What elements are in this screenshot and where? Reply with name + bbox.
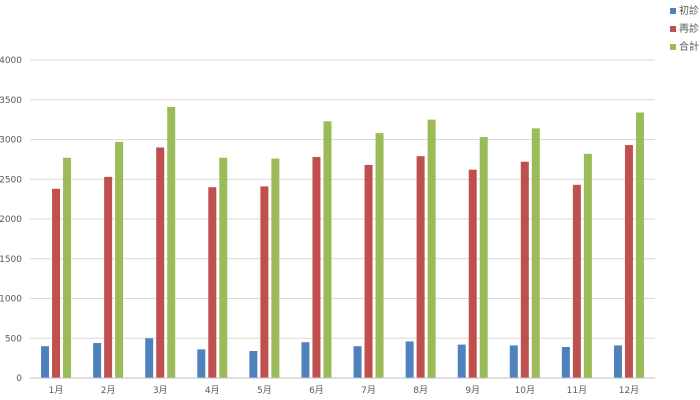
bar-3-9 [479,137,488,378]
bar-1-11 [561,346,570,378]
x-tick-label: 10月 [515,385,535,396]
y-tick-label: 500 [5,334,22,344]
bar-1-3 [145,338,154,378]
x-tick-label: 9月 [465,385,480,396]
legend-label: 合計 [679,40,699,53]
bar-2-4 [208,187,217,378]
y-tick-label: 2500 [0,175,22,185]
bar-2-3 [156,147,165,378]
y-tick-label: 3500 [0,96,22,106]
x-tick-label: 8月 [413,385,428,396]
y-tick-label: 4000 [0,56,22,66]
x-tick-label: 7月 [361,385,376,396]
bar-3-2 [115,141,124,378]
bar-3-8 [427,119,436,378]
bar-3-7 [375,133,384,378]
bar-3-11 [583,153,592,378]
x-tick-label: 2月 [101,385,116,396]
legend-swatch [670,26,676,32]
bar-3-5 [271,158,280,378]
bar-2-7 [364,164,373,378]
bar-2-8 [416,156,425,378]
y-tick-label: 1000 [0,295,22,305]
bar-2-6 [312,156,321,378]
bar-3-4 [219,157,228,378]
bar-1-4 [197,349,206,378]
x-tick-label: 6月 [309,385,324,396]
bar-3-6 [323,121,332,378]
bar-1-12 [613,345,622,378]
x-tick-label: 1月 [49,385,64,396]
bar-1-6 [301,342,310,378]
y-tick-label: 0 [16,374,22,384]
bar-1-9 [457,344,466,378]
legend-swatch [670,8,676,14]
bar-3-10 [531,128,540,378]
x-tick-label: 5月 [257,385,272,396]
bar-2-11 [572,184,581,378]
bar-2-1 [52,188,61,378]
bar-1-1 [41,346,50,378]
x-tick-label: 11月 [567,385,587,396]
x-tick-label: 12月 [619,385,639,396]
bars [41,106,644,378]
x-tick-label: 4月 [205,385,220,396]
legend-label: 再診 [679,22,699,35]
bar-3-12 [635,112,644,378]
gridlines [30,59,655,339]
bar-2-9 [468,169,477,378]
x-axis-ticks: 1月 2月 3月 4月 5月 6月 7月 8月 9月 10月 11月 12月 [49,385,640,396]
y-tick-label: 3000 [0,136,22,146]
y-tick-label: 1500 [0,255,22,265]
bar-2-2 [104,176,113,378]
bar-1-10 [509,345,518,378]
y-axis-ticks: 0 500 1000 1500 2000 2500 3000 3500 4000 [0,56,22,384]
legend-swatch [670,44,676,50]
bar-1-8 [405,341,414,378]
bar-2-12 [624,145,633,378]
legend-label: 初診 [679,4,699,17]
x-tick-label: 3月 [153,385,168,396]
bar-3-1 [63,157,72,378]
bar-1-2 [93,343,102,378]
bar-1-5 [249,350,258,378]
y-tick-label: 2000 [0,215,22,225]
bar-3-3 [167,106,176,378]
bar-2-10 [520,161,529,378]
bar-2-5 [260,186,269,378]
bar-1-7 [353,346,362,378]
